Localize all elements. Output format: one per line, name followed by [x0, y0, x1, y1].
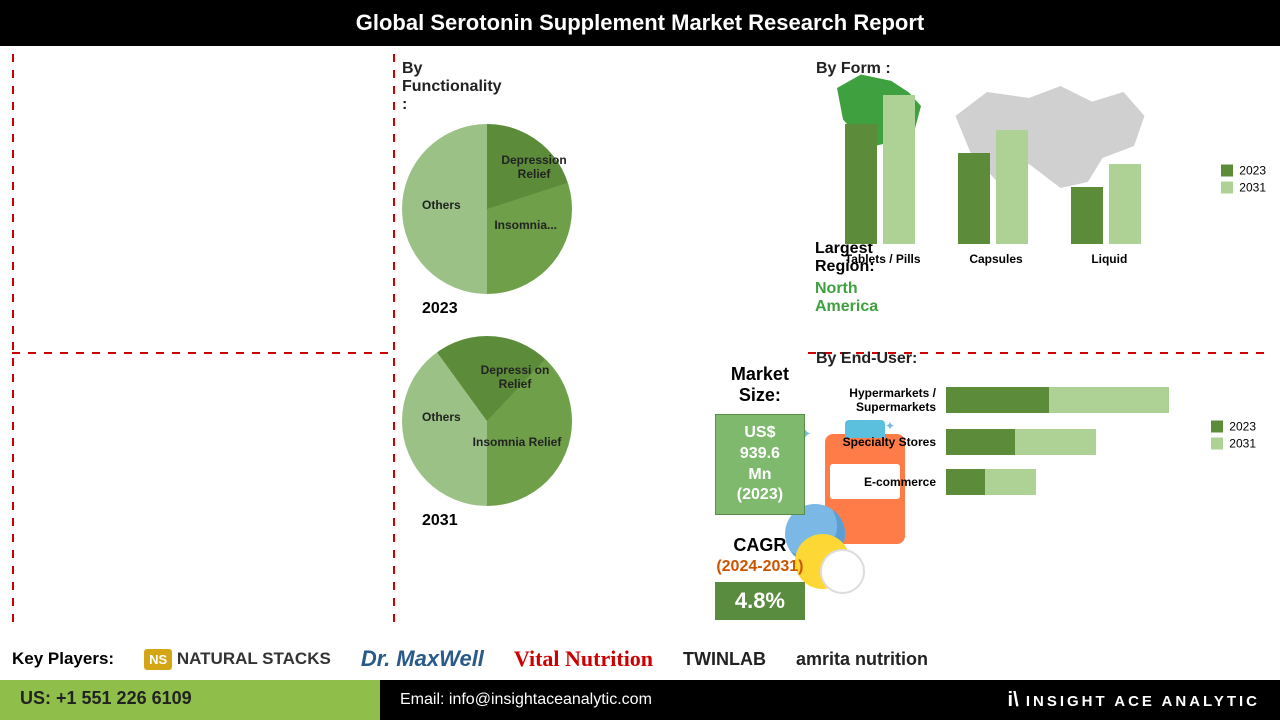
bar-category-label: Capsules [939, 252, 1052, 266]
bar-group [958, 130, 1028, 244]
divider-h-left [12, 352, 390, 354]
hbar-row: Hypermarkets / Supermarkets [816, 386, 1266, 415]
pie-slice-label-others-2031: Others [422, 411, 461, 425]
stats-block: Market Size: US$ 939.6 Mn (2023) CAGR (2… [715, 364, 805, 620]
cagr-range: (2024-2031) [715, 558, 805, 576]
bar [845, 124, 877, 244]
pie-slice-label-others-2023: Others [422, 199, 461, 213]
cagr-value: 4.8% [715, 582, 805, 620]
hbar [946, 387, 1049, 413]
pie-slice-label-depression-2023: Depression Relief [494, 154, 574, 182]
pie-chart-2023: Others Depression Relief Insomnia... [402, 124, 572, 294]
form-bar-chart: 2023 2031 Tablets / PillsCapsulesLiquid [816, 84, 1266, 274]
logo-amrita: amrita nutrition [796, 651, 928, 667]
bar-group [1071, 164, 1141, 244]
market-size-value: US$ 939.6 Mn (2023) [715, 414, 805, 515]
form-title: By Form : [816, 60, 1266, 78]
logo-twinlab: TWINLAB [683, 649, 766, 670]
enduser-title: By End-User: [816, 350, 1266, 368]
logo-natural-stacks: NS NATURAL STACKS [144, 649, 331, 669]
bar-category-label: Liquid [1053, 252, 1166, 266]
pie-slice-label-insomnia-2023: Insomnia... [494, 219, 557, 233]
hbar-row: E-commerce [816, 469, 1266, 495]
hbar-label: Specialty Stores [816, 435, 946, 449]
logo-drmaxwell: Dr. MaxWell [361, 646, 484, 672]
pie-slice-label-insomnia-2031: Insomnia Relief [472, 436, 562, 450]
hbar [946, 469, 985, 495]
footer-brand: i\ INSIGHT ACE ANALYTIC [1008, 689, 1260, 712]
cagr-label: CAGR [715, 535, 805, 556]
functionality-panel: By Functionality : Others Depression Rel… [392, 54, 412, 624]
footer-email-bar: Email: info@insightaceanalytic.com i\ IN… [380, 680, 1280, 720]
hbar-label: E-commerce [816, 475, 946, 489]
pie-slice-label-depression-2031: Depressi on Relief [480, 364, 550, 392]
market-size-label: Market Size: [715, 364, 805, 406]
hbar [946, 429, 1015, 455]
form-panel: By Form : 2023 2031 Tablets / PillsCapsu… [806, 54, 1276, 344]
hbar-bars [946, 429, 1266, 455]
form-legend: 2023 2031 [1221, 161, 1266, 198]
bar [1109, 164, 1141, 244]
bar-group [845, 95, 915, 244]
bar [958, 153, 990, 244]
enduser-panel: By End-User: 2023 2031 Hypermarkets / Su… [806, 344, 1276, 624]
main-grid: Largest Region: North America By Functio… [0, 46, 1280, 624]
legend-item-2023: 2023 [1221, 164, 1266, 178]
bar [883, 95, 915, 244]
hbar-bars [946, 469, 1266, 495]
hbar-label: Hypermarkets / Supermarkets [816, 386, 946, 415]
page-title: Global Serotonin Supplement Market Resea… [0, 0, 1280, 46]
footer-email: Email: info@insightaceanalytic.com [400, 691, 652, 709]
logo-vital: Vital Nutrition [514, 646, 653, 672]
enduser-bar-chart: 2023 2031 Hypermarkets / SupermarketsSpe… [816, 386, 1266, 495]
bar-category-label: Tablets / Pills [826, 252, 939, 266]
bar [1071, 187, 1103, 244]
pie-chart-2031: Others Depressi on Relief Insomnia Relie… [402, 336, 572, 506]
key-players-row: Key Players: NS NATURAL STACKS Dr. MaxWe… [12, 646, 1268, 672]
footer-phone: US: +1 551 226 6109 [0, 680, 380, 720]
bar [996, 130, 1028, 244]
hbar-row: Specialty Stores [816, 429, 1266, 455]
key-players-label: Key Players: [12, 649, 114, 669]
hbar-bars [946, 387, 1266, 413]
legend-item-2031: 2031 [1221, 181, 1266, 195]
footer: US: +1 551 226 6109 Email: info@insighta… [0, 680, 1280, 720]
divider-v-1 [12, 54, 14, 624]
